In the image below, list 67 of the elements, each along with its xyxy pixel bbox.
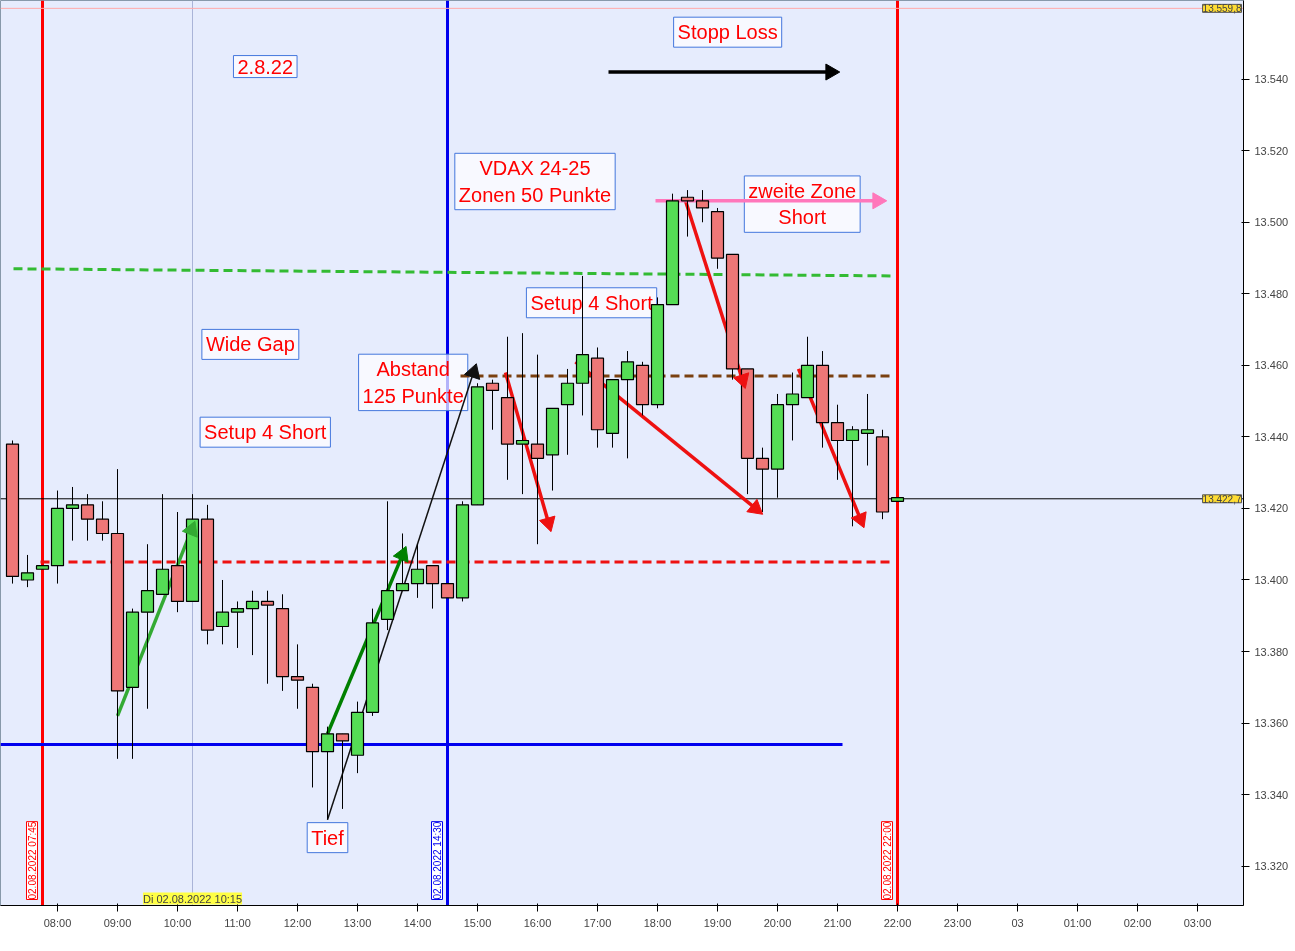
candlestick — [485, 379, 500, 431]
y-tick-label: 13.540 — [1254, 73, 1289, 86]
ref-line-label: 02.08.2022 07:45 — [26, 821, 38, 900]
x-tick-label: 15:00 — [463, 916, 492, 929]
x-tick-label: 16:00 — [523, 916, 552, 929]
x-tick-label: 11:00 — [224, 916, 251, 929]
x-tick-label: 01:00 — [1063, 916, 1092, 929]
x-tick-label: 02:00 — [1123, 916, 1152, 929]
annotation: Tief — [311, 826, 345, 849]
annotation: Setup 4 Short — [530, 291, 654, 314]
annotation: Setup 4 Short — [204, 421, 327, 444]
candlestick — [245, 590, 260, 656]
candlestick — [830, 404, 845, 481]
y-tick-label: 13.420 — [1254, 502, 1289, 515]
x-tick-label: 14:00 — [403, 916, 432, 929]
candlestick — [215, 579, 230, 645]
x-tick-label: 23:00 — [943, 916, 972, 929]
y-tick-label: 13.380 — [1254, 645, 1289, 658]
candlestick — [290, 643, 305, 710]
x-tick-label: 03:00 — [1183, 916, 1212, 929]
annotation: Stopp Loss — [677, 21, 778, 44]
candlestick — [515, 332, 530, 495]
candlestick — [560, 368, 575, 456]
x-tick-label: 21:00 — [823, 916, 852, 929]
y-tick-label: 13.460 — [1254, 359, 1289, 372]
y-tick-label: 13.520 — [1254, 144, 1289, 157]
annotation: 2.8.22 — [237, 55, 294, 78]
y-tick-label: 13.440 — [1254, 430, 1289, 443]
candlestick — [140, 543, 155, 710]
x-tick-label: 12:00 — [283, 916, 312, 929]
annotation: VDAX 24-25 Zonen 50 Punkte — [458, 157, 612, 206]
y-tick-label: 13.340 — [1254, 788, 1289, 801]
x-tick-label: 10:00 — [163, 916, 192, 929]
x-tick-label: 18:00 — [643, 916, 672, 929]
annotation: Abstand 125 Punkte — [362, 358, 464, 407]
candlestick — [410, 543, 425, 599]
candlestick — [95, 500, 110, 542]
candlestick — [230, 600, 245, 649]
x-tick-label: 19:00 — [703, 916, 732, 929]
annotation: zweite Zone Short — [748, 179, 857, 229]
x-tick-label: 09:00 — [103, 916, 132, 929]
ref-line-label: Di 02.08.2022 10:15 — [142, 892, 243, 905]
candlestick — [320, 726, 335, 821]
ref-line-label: 13.422,7 — [1202, 493, 1242, 505]
annotation: Wide Gap — [205, 333, 295, 356]
y-tick-label: 13.320 — [1254, 860, 1289, 873]
candlestick — [20, 554, 35, 588]
y-tick-label: 13.360 — [1254, 717, 1289, 730]
x-tick-label: 08:00 — [43, 916, 72, 929]
x-tick-label: 22:00 — [883, 916, 912, 929]
x-tick-label: 20:00 — [763, 916, 792, 929]
ref-line-label: 13.559,8 — [1202, 3, 1242, 15]
ref-line-label: 02.08.2022 22:00 — [881, 821, 893, 900]
x-tick-label: 17:00 — [583, 916, 612, 929]
candlestick — [785, 372, 800, 441]
candlestick — [860, 393, 875, 467]
candlestick — [335, 733, 350, 810]
ref-line-label: 02.08.2022 14:30 — [431, 821, 443, 900]
candlestick — [620, 350, 635, 459]
x-tick-label: 13:00 — [343, 916, 372, 929]
candlestick — [695, 189, 710, 223]
candlestick — [425, 565, 440, 610]
y-tick-label: 13.400 — [1254, 573, 1289, 586]
y-tick-label: 13.480 — [1254, 287, 1289, 300]
candlestick — [260, 590, 275, 685]
y-tick-label: 13.500 — [1254, 216, 1289, 229]
x-tick-label: 03 — [1011, 916, 1024, 929]
